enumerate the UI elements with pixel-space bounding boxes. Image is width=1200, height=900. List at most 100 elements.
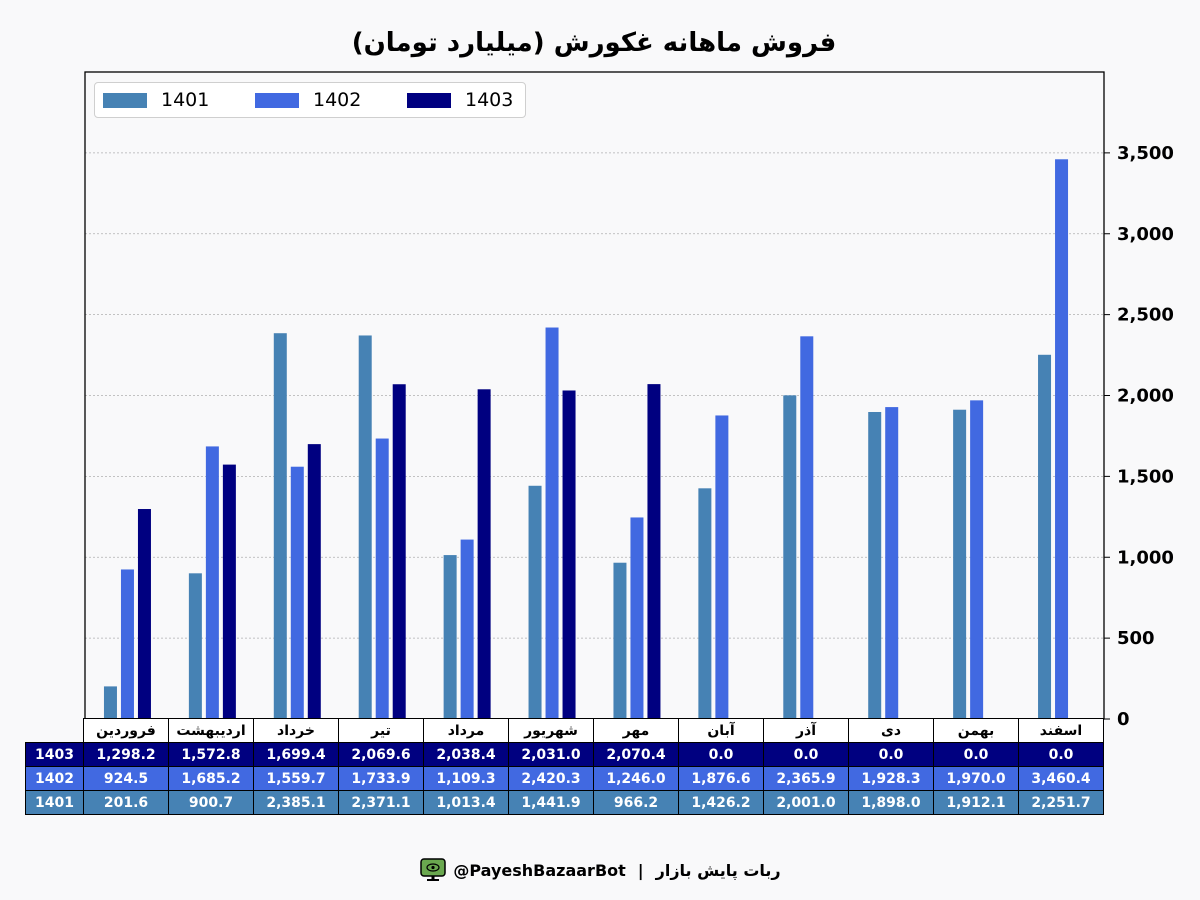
table-cell: 1,572.8	[168, 742, 254, 767]
bar-1403	[307, 444, 321, 719]
y-tick-label: 0	[1117, 709, 1130, 730]
y-tick-label: 2,500	[1117, 305, 1174, 326]
table-cell: 1,876.6	[678, 766, 764, 791]
y-tick-label: 2,000	[1117, 386, 1174, 407]
bar-1402	[885, 407, 899, 719]
table-row: 1401 201.6 900.7 2,385.1 2,371.1 1,013.4 1,441…	[25, 790, 1104, 815]
bar-1402	[970, 400, 984, 719]
table-cell: 1,246.0	[593, 766, 679, 791]
table-cell: 1,733.9	[338, 766, 424, 791]
table-cell: 0.0	[763, 742, 849, 767]
y-tick-label: 1,000	[1117, 547, 1174, 568]
table-month-header: اسفند	[1018, 718, 1104, 743]
table-month-header: تیر	[338, 718, 424, 743]
bar-1401	[953, 409, 967, 719]
legend-label: 1402	[313, 89, 362, 111]
footer-separator: |	[637, 860, 644, 880]
bar-1402	[290, 466, 304, 719]
y-tick-label: 500	[1117, 628, 1155, 649]
bar-1403	[477, 389, 491, 719]
legend-swatch	[255, 93, 299, 108]
bar-1401	[698, 488, 712, 719]
table-cell: 966.2	[593, 790, 679, 815]
table-month-header: اردیبهشت	[168, 718, 254, 743]
table-month-header: دی	[848, 718, 934, 743]
table-cell: 0.0	[678, 742, 764, 767]
bar-1402	[715, 415, 729, 719]
footer: @PayeshBazaarBot | ربات پایش بازار	[0, 856, 1200, 884]
table-row-label: 1403	[25, 742, 84, 767]
table-cell: 201.6	[83, 790, 169, 815]
table-cell: 2,365.9	[763, 766, 849, 791]
table-cell: 2,038.4	[423, 742, 509, 767]
bar-1403	[562, 390, 576, 719]
table-cell: 2,070.4	[593, 742, 679, 767]
table-cell: 2,069.6	[338, 742, 424, 767]
y-tick-label: 3,500	[1117, 143, 1174, 164]
bar-1402	[800, 336, 814, 719]
table-cell: 1,441.9	[508, 790, 594, 815]
table-month-header: آبان	[678, 718, 764, 743]
table-cell: 2,420.3	[508, 766, 594, 791]
table-row: 1403 1,298.2 1,572.8 1,699.4 2,069.6 2,038.4 2…	[25, 742, 1104, 767]
bar-1403	[137, 509, 151, 719]
table-month-header: خرداد	[253, 718, 339, 743]
y-tick-label: 1,500	[1117, 466, 1174, 487]
table-cell: 0.0	[933, 742, 1019, 767]
bar-1402	[120, 569, 134, 719]
footer-handle: @PayeshBazaarBot	[453, 860, 626, 880]
legend-label: 1401	[161, 89, 210, 111]
table-cell: 2,251.7	[1018, 790, 1104, 815]
table-row-label: 1401	[25, 790, 84, 815]
bar-1401	[358, 335, 372, 719]
bar-1401	[1038, 354, 1052, 719]
table-cell: 2,385.1	[253, 790, 339, 815]
legend-swatch	[103, 93, 147, 108]
table-cell: 0.0	[1018, 742, 1104, 767]
table-corner	[26, 719, 84, 743]
chart-legend: 1401 1402 1403	[94, 82, 526, 118]
table-cell: 1,013.4	[423, 790, 509, 815]
table-cell: 2,001.0	[763, 790, 849, 815]
table-cell: 1,970.0	[933, 766, 1019, 791]
y-tick-label: 3,000	[1117, 224, 1174, 245]
table-row: 1402 924.5 1,685.2 1,559.7 1,733.9 1,109.3 2,4…	[25, 766, 1104, 791]
table-month-header: آذر	[763, 718, 849, 743]
bar-1403	[392, 384, 406, 719]
bar-1402	[545, 327, 559, 719]
table-cell: 1,928.3	[848, 766, 934, 791]
table-cell: 1,912.1	[933, 790, 1019, 815]
bar-1402	[1055, 159, 1069, 720]
table-cell: 1,699.4	[253, 742, 339, 767]
legend-swatch	[407, 93, 451, 108]
bar-1402	[375, 438, 389, 719]
table-header-row: فروردین اردیبهشت خرداد تیر مرداد شهریور …	[26, 718, 1104, 743]
bar-1402	[630, 517, 644, 719]
table-cell: 900.7	[168, 790, 254, 815]
table-month-header: شهریور	[508, 718, 594, 743]
footer-name: ربات پایش بازار	[655, 860, 781, 880]
table-cell: 1,298.2	[83, 742, 169, 767]
bar-1401	[273, 333, 287, 719]
table-cell: 924.5	[83, 766, 169, 791]
table-cell: 1,109.3	[423, 766, 509, 791]
table-cell: 1,898.0	[848, 790, 934, 815]
monitor-eye-icon	[419, 857, 447, 883]
bar-1401	[613, 562, 627, 719]
bar-1401	[528, 485, 542, 719]
bar-1403	[222, 464, 236, 719]
bar-1401	[103, 686, 117, 719]
bar-1403	[647, 384, 661, 719]
table-cell: 3,460.4	[1018, 766, 1104, 791]
data-table: فروردین اردیبهشت خرداد تیر مرداد شهریور …	[25, 718, 1104, 815]
table-month-header: بهمن	[933, 718, 1019, 743]
legend-label: 1403	[465, 89, 514, 111]
bar-1401	[868, 411, 882, 719]
table-cell: 1,685.2	[168, 766, 254, 791]
chart-title: فروش ماهانه غکورش (میلیارد تومان)	[351, 28, 837, 58]
table-cell: 1,559.7	[253, 766, 339, 791]
bar-1402	[205, 446, 219, 719]
table-month-header: مرداد	[423, 718, 509, 743]
table-month-header: فروردین	[83, 718, 169, 743]
